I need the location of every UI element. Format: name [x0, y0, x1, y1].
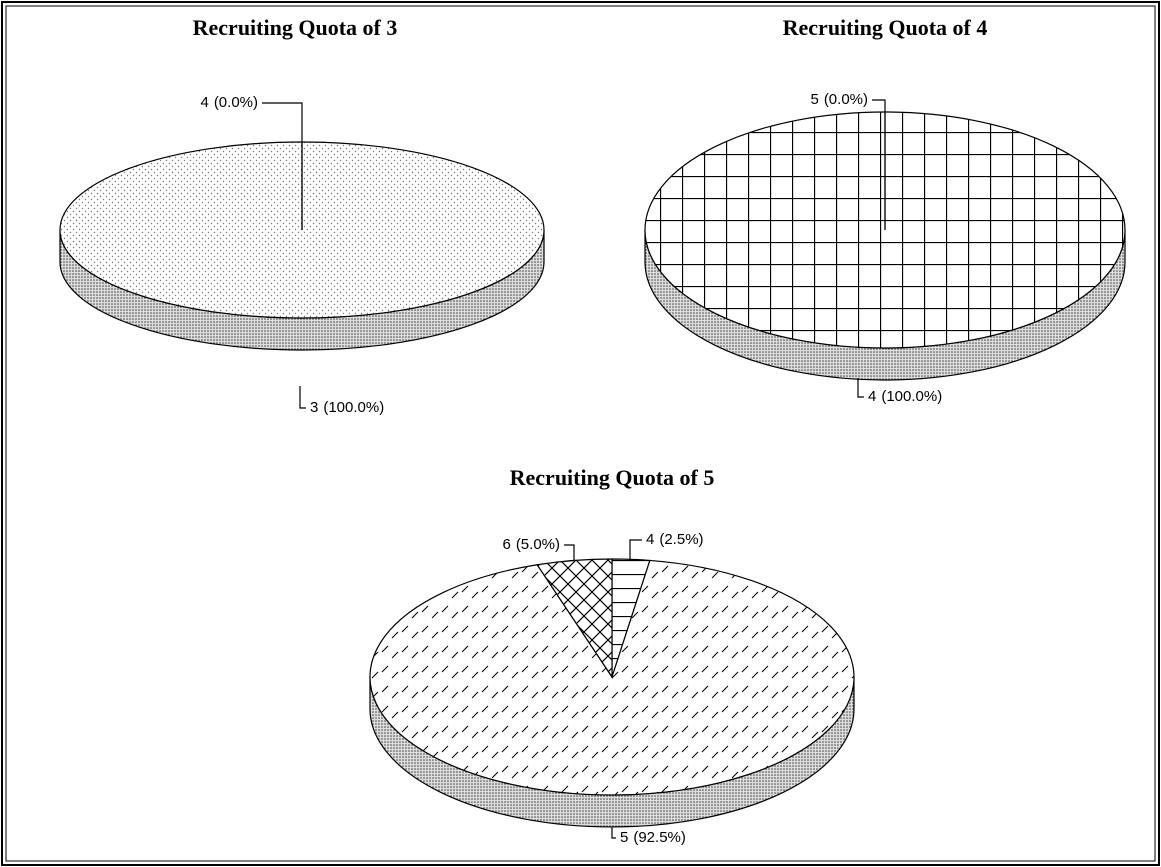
slice-value-label: (100.0%) [323, 399, 384, 416]
slice-category: 5 [620, 829, 628, 846]
slice-label: 4 (2.5%) [646, 531, 704, 548]
slice-label: 5 (0.0%) [810, 91, 868, 108]
slice-category: 3 [310, 399, 318, 416]
pie-slice [536, 558, 613, 679]
chart-title: Recruiting Quota of 5 [510, 465, 715, 490]
slice-category: 4 [200, 94, 208, 111]
chart-title: Recruiting Quota of 4 [783, 15, 988, 40]
leader-line [629, 539, 642, 560]
chart-title: Recruiting Quota of 3 [193, 15, 398, 40]
slice-value-label: (5.0%) [516, 536, 560, 553]
slice-label: 6 (5.0%) [502, 536, 560, 553]
slice-category: 4 [868, 388, 876, 405]
slice-label: 4 (0.0%) [200, 94, 258, 111]
leader-line [611, 827, 616, 839]
leader-line [299, 386, 306, 409]
slice-value-label: (2.5%) [659, 531, 703, 548]
slice-category: 5 [810, 91, 818, 108]
slice-value-label: (92.5%) [633, 829, 686, 846]
leader-line [857, 378, 864, 398]
slice-label: 3 (100.0%) [310, 399, 384, 416]
leader-line [262, 102, 303, 230]
slice-value-label: (100.0%) [881, 388, 942, 405]
slice-value-label: (0.0%) [824, 91, 868, 108]
slice-category: 4 [646, 531, 654, 548]
leader-line [564, 544, 575, 560]
slice-label: 5 (92.5%) [620, 829, 686, 846]
leader-line [872, 99, 886, 230]
slice-label: 4 (100.0%) [868, 388, 942, 405]
slice-category: 6 [502, 536, 510, 553]
slice-value-label: (0.0%) [214, 94, 258, 111]
frame-inner [5, 5, 1156, 862]
